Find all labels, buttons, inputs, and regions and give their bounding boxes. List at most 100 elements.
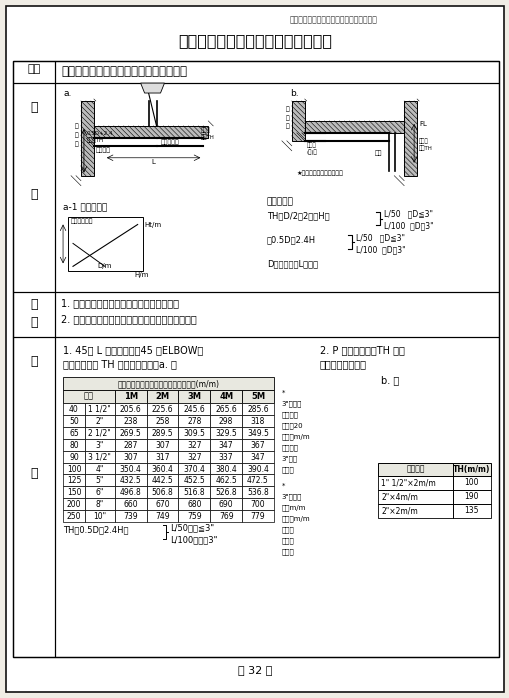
- Text: 452.5: 452.5: [183, 477, 205, 486]
- Text: 1. 45度 L 型排水接頭（45 度ELBOW）: 1. 45度 L 型排水接頭（45 度ELBOW）: [63, 345, 203, 355]
- Text: 349.5: 349.5: [246, 429, 268, 438]
- Text: 依: 依: [31, 298, 38, 311]
- Bar: [178, 510, 210, 522]
- Text: 管: 管: [75, 124, 79, 130]
- Text: 759: 759: [187, 512, 201, 521]
- Text: 225.6: 225.6: [151, 405, 173, 414]
- Bar: [146, 390, 178, 403]
- Text: 2. 南亞塑膠工業股份有限公司塑膠管接頭規格表。: 2. 南亞塑膠工業股份有限公司塑膠管接頭規格表。: [61, 314, 196, 324]
- Bar: [210, 403, 242, 415]
- Text: 3"含一多: 3"含一多: [281, 493, 302, 500]
- Bar: [63, 451, 85, 463]
- Text: b.: b.: [289, 89, 298, 98]
- Text: 樓: 樓: [286, 115, 289, 121]
- Bar: [146, 487, 178, 498]
- Text: 307: 307: [123, 452, 138, 461]
- Bar: [210, 475, 242, 487]
- Text: 472.5: 472.5: [247, 477, 268, 486]
- Bar: [146, 403, 178, 415]
- Bar: [94, 126, 208, 138]
- Bar: [291, 101, 304, 141]
- Text: 2"×4m/m: 2"×4m/m: [381, 492, 417, 501]
- Text: 2. P 型存水接頭，TH 長度: 2. P 型存水接頭，TH 長度: [319, 345, 404, 355]
- Text: L/100  當D＞3": L/100 當D＞3": [384, 221, 433, 230]
- Text: 100: 100: [464, 479, 478, 487]
- Bar: [13, 61, 498, 657]
- Text: 347: 347: [218, 440, 233, 450]
- Text: 516.8: 516.8: [183, 489, 205, 498]
- Text: 以管增多: 以管增多: [281, 412, 298, 418]
- Bar: [115, 451, 146, 463]
- Text: 670: 670: [155, 500, 169, 510]
- Text: 一度淨: 一度淨: [281, 526, 294, 533]
- Text: H/m: H/m: [134, 272, 149, 279]
- Text: 天花板淨高 TH 長度　　　　　a. 圖: 天花板淨高 TH 長度 a. 圖: [63, 359, 177, 369]
- Text: 6": 6": [96, 489, 104, 498]
- Text: 327: 327: [187, 440, 201, 450]
- Text: 2": 2": [96, 417, 104, 426]
- Text: *: *: [281, 482, 285, 489]
- Bar: [63, 415, 85, 426]
- Text: TH(m/m): TH(m/m): [452, 465, 490, 473]
- Bar: [115, 426, 146, 438]
- Text: 680: 680: [187, 500, 201, 510]
- Text: （依南亞規格表）: （依南亞規格表）: [319, 359, 366, 369]
- Text: 5M: 5M: [250, 392, 265, 401]
- Text: 小淨高TH: 小淨高TH: [87, 138, 104, 143]
- Text: 125: 125: [67, 477, 81, 486]
- Text: 余；；；: 余；；；: [281, 445, 298, 451]
- Bar: [178, 451, 210, 463]
- Text: 3"則每增: 3"則每增: [281, 401, 302, 408]
- Text: 間: 間: [75, 142, 79, 147]
- Text: 意: 意: [31, 188, 38, 200]
- Text: 入套束m/m: 入套束m/m: [281, 433, 310, 440]
- Text: 50: 50: [69, 417, 79, 426]
- Text: 442.5: 442.5: [151, 477, 173, 486]
- Bar: [85, 487, 115, 498]
- Bar: [13, 83, 55, 292]
- Bar: [115, 415, 146, 426]
- Text: L: L: [151, 158, 155, 165]
- Bar: [85, 415, 115, 426]
- Bar: [242, 487, 273, 498]
- Bar: [81, 101, 94, 176]
- Text: 90: 90: [69, 452, 79, 461]
- Text: 2M: 2M: [155, 392, 169, 401]
- Text: 上長．m/m: 上長．m/m: [281, 515, 310, 522]
- Bar: [85, 475, 115, 487]
- Bar: [242, 510, 273, 522]
- Bar: [210, 487, 242, 498]
- Bar: [63, 438, 85, 451]
- Bar: [242, 415, 273, 426]
- Text: 80: 80: [69, 440, 79, 450]
- Text: 1M: 1M: [123, 392, 137, 401]
- Bar: [115, 510, 146, 522]
- Text: 329.5: 329.5: [215, 429, 237, 438]
- Bar: [404, 101, 416, 176]
- Text: 接增距: 接增距: [281, 548, 294, 555]
- Bar: [210, 426, 242, 438]
- Bar: [210, 498, 242, 510]
- Bar: [304, 121, 404, 133]
- Bar: [378, 505, 452, 519]
- Text: 據: 據: [31, 316, 38, 329]
- Bar: [452, 477, 490, 491]
- Text: 317: 317: [155, 452, 169, 461]
- Bar: [242, 438, 273, 451]
- Text: 390.4: 390.4: [246, 465, 268, 473]
- Text: 天花板淨高: 天花板淨高: [266, 198, 293, 207]
- Text: 245.6: 245.6: [183, 405, 205, 414]
- Text: 間: 間: [286, 124, 289, 130]
- Text: TH＝0.5D＋2.4H＋: TH＝0.5D＋2.4H＋: [63, 526, 128, 534]
- Text: 排水立
(立)管: 排水立 (立)管: [306, 143, 317, 155]
- Text: 190: 190: [464, 492, 478, 501]
- Bar: [115, 403, 146, 415]
- Text: 一度高: 一度高: [281, 466, 294, 473]
- Bar: [85, 510, 115, 522]
- Bar: [115, 463, 146, 475]
- Text: D/m: D/m: [97, 263, 112, 269]
- Bar: [63, 463, 85, 475]
- Text: L/50   當D≦3": L/50 當D≦3": [356, 233, 405, 242]
- Text: 739: 739: [123, 512, 138, 521]
- Bar: [178, 403, 210, 415]
